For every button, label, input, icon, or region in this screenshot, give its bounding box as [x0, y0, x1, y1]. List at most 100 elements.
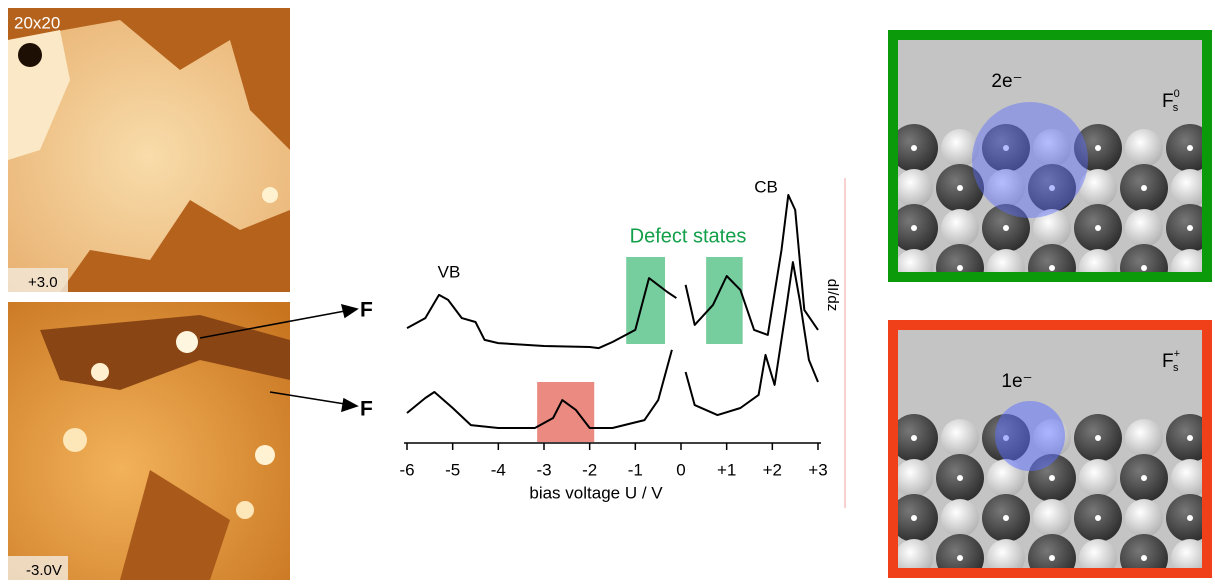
atom	[1120, 534, 1168, 568]
series-label: F	[360, 398, 373, 421]
atom-center	[1049, 475, 1055, 481]
atom	[987, 169, 1025, 207]
atom	[1171, 169, 1202, 207]
atom	[1079, 539, 1117, 568]
atom	[941, 209, 979, 247]
x-tick-label: -4	[491, 460, 506, 479]
atom	[1079, 169, 1117, 207]
annotation: VB	[438, 262, 461, 281]
atom	[1166, 414, 1202, 462]
stm-bias-label: -3.0V	[26, 562, 62, 579]
atom-center	[957, 265, 963, 271]
atom-center	[1187, 435, 1193, 441]
spectrum-line	[406, 261, 819, 429]
atom-center	[1141, 475, 1147, 481]
atom	[941, 419, 979, 457]
atom	[1028, 244, 1076, 272]
atom-center	[1049, 265, 1055, 271]
atom	[941, 129, 979, 167]
atom-center	[957, 185, 963, 191]
atom	[1166, 124, 1202, 172]
superscript: +	[1174, 348, 1180, 360]
electron-cloud	[995, 401, 1065, 471]
x-tick-label: +2	[763, 460, 782, 479]
atom	[1166, 204, 1202, 252]
atom-center	[911, 435, 917, 441]
atom	[898, 414, 938, 462]
atom	[1033, 209, 1071, 247]
atom	[1125, 419, 1163, 457]
model-panel: 1e⁻ F+ s	[888, 320, 1212, 578]
x-tick-label: -2	[582, 460, 597, 479]
atom-center	[1187, 145, 1193, 151]
symbol: F	[1162, 351, 1174, 372]
atom	[898, 494, 938, 542]
superscript: 0	[1174, 88, 1180, 100]
x-tick-label: -5	[445, 460, 460, 479]
atom-center	[1049, 185, 1055, 191]
arrows	[199, 303, 359, 413]
stm-bias-label: +3.0	[28, 274, 58, 291]
atom	[1171, 459, 1202, 497]
atom-center	[911, 515, 917, 521]
annotation: Defect states	[630, 225, 747, 247]
atom	[1125, 499, 1163, 537]
defect-band	[706, 257, 743, 344]
atoms	[898, 414, 1202, 568]
atom-center	[1095, 225, 1101, 231]
spectrum-line	[406, 194, 819, 350]
atom-center	[1141, 265, 1147, 271]
x-tick-label: -6	[399, 460, 414, 479]
y-axis-label: dI/dz	[824, 279, 841, 312]
atom-center	[1187, 225, 1193, 231]
atom-center	[1095, 435, 1101, 441]
model-frame	[888, 320, 1212, 578]
model-frame	[888, 30, 1212, 282]
charge-label: 2e⁻	[991, 71, 1022, 92]
atom	[1125, 129, 1163, 167]
x-tick-label: -3	[536, 460, 551, 479]
atom-center	[1141, 185, 1147, 191]
subscript: s	[1173, 102, 1179, 114]
electron-cloud	[972, 102, 1088, 218]
atom	[1125, 209, 1163, 247]
atom-center	[1049, 555, 1055, 561]
stm-image-bottom: -3.0V	[8, 302, 290, 580]
atom	[1120, 244, 1168, 272]
x-tick-label: +1	[717, 460, 736, 479]
atom-center	[1187, 515, 1193, 521]
defect-band	[626, 257, 666, 344]
x-tick-label: 0	[676, 460, 685, 479]
atom-center	[911, 145, 917, 151]
atom	[936, 534, 984, 568]
atom	[1171, 249, 1202, 272]
atom-center	[1095, 145, 1101, 151]
atom	[1028, 534, 1076, 568]
series-label: F	[360, 299, 373, 322]
atom	[936, 244, 984, 272]
atom	[987, 539, 1025, 568]
atom-center	[1003, 145, 1009, 151]
charge-label: 1e⁻	[1001, 371, 1032, 392]
x-tick-label: -1	[628, 460, 643, 479]
annotation: CB	[754, 177, 778, 196]
atom	[1033, 499, 1071, 537]
charged-band	[537, 382, 595, 442]
symbol: F	[1162, 91, 1174, 112]
atom	[898, 459, 933, 497]
atom	[898, 169, 933, 207]
atom	[987, 459, 1025, 497]
atoms	[898, 124, 1202, 272]
atom-center	[1141, 555, 1147, 561]
atom-center	[1003, 515, 1009, 521]
atom-center	[1003, 225, 1009, 231]
atom	[987, 249, 1025, 272]
atom-center	[1095, 515, 1101, 521]
atom	[898, 124, 938, 172]
x-tick-label: +3	[808, 460, 827, 479]
stm-image-top: 20x20 +3.0	[8, 8, 290, 292]
atom	[1079, 459, 1117, 497]
atom	[1171, 539, 1202, 568]
atom	[1033, 129, 1071, 167]
